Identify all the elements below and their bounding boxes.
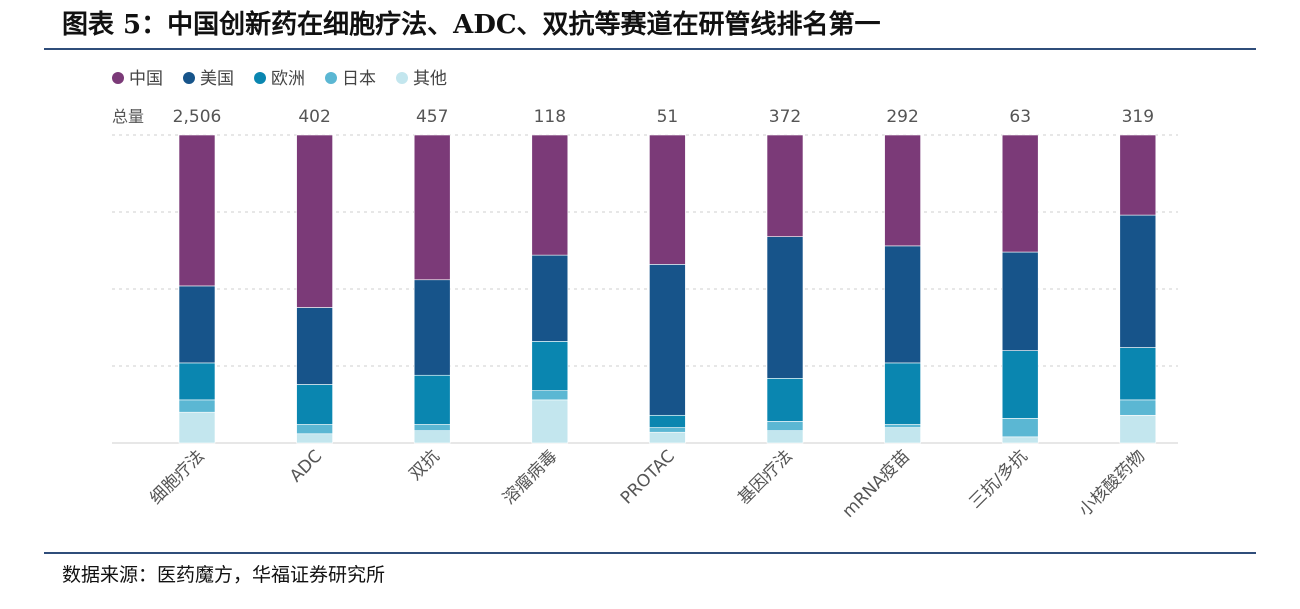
legend-swatch — [254, 72, 266, 84]
legend-label: 其他 — [413, 69, 447, 89]
bar-segment-美国 — [1119, 214, 1157, 348]
title-divider — [44, 48, 1256, 50]
bar-segment-日本 — [413, 424, 451, 431]
bar-segment-欧洲 — [1119, 347, 1157, 401]
legend-swatch — [396, 72, 408, 84]
total-value: 402 — [298, 107, 330, 127]
total-value: 319 — [1122, 107, 1154, 127]
bar-segment-日本 — [296, 424, 333, 435]
bar-segment-中国 — [884, 134, 921, 247]
bar-segment-中国 — [766, 134, 804, 237]
bar-segment-欧洲 — [884, 362, 921, 425]
bar-segment-中国 — [296, 134, 333, 308]
bar-segment-其他 — [413, 430, 451, 444]
bar-segment-欧洲 — [766, 378, 804, 422]
stacked-bar-chart: 中国 美国 欧洲 日本 其他 总量 2,506 402 457 118 51 372 292 63 31… — [112, 69, 1178, 522]
total-value: 372 — [769, 107, 801, 127]
bar-segment-日本 — [649, 427, 686, 433]
bar-segment-欧洲 — [531, 341, 569, 391]
legend-item-4: 其他 — [396, 69, 447, 89]
bar-segment-其他 — [1119, 414, 1157, 444]
category-label: 三抗/多抗 — [965, 446, 1031, 512]
category-label: 溶瘤病毒 — [499, 446, 561, 508]
gridlines — [112, 134, 1178, 444]
source-divider — [44, 552, 1256, 554]
bar-segment-美国 — [766, 236, 804, 379]
bar-segment-日本 — [1001, 418, 1039, 438]
bar-segment-日本 — [884, 424, 921, 428]
category-label: ADC — [286, 446, 326, 486]
bar-segment-欧洲 — [649, 414, 686, 428]
legend-label: 日本 — [342, 69, 376, 89]
bar-segment-美国 — [296, 307, 333, 385]
bar-segment-美国 — [884, 245, 921, 364]
total-value: 2,506 — [173, 107, 222, 127]
legend-item-3: 日本 — [325, 69, 376, 89]
bar-segment-美国 — [178, 285, 216, 364]
legend-swatch — [112, 72, 124, 84]
bar-segment-美国 — [1001, 251, 1039, 351]
legend-item-1: 美国 — [183, 69, 234, 89]
bar-segment-欧洲 — [1001, 350, 1039, 419]
bar-segment-日本 — [766, 421, 804, 431]
total-value: 51 — [657, 107, 679, 127]
bar-segment-其他 — [766, 430, 804, 444]
bar-segment-其他 — [1001, 436, 1039, 444]
category-label: 基因疗法 — [734, 446, 796, 508]
bar-segment-日本 — [178, 399, 216, 413]
category-label: 细胞疗法 — [146, 446, 208, 508]
bar-segment-中国 — [413, 134, 451, 281]
category-labels: 细胞疗法 ADC 双抗 溶瘤病毒 PROTAC 基因疗法 mRNA疫苗 三抗/多抗 小核酸药物 — [146, 446, 1149, 521]
bar-segment-欧洲 — [413, 374, 451, 425]
bar-segment-美国 — [649, 264, 686, 416]
bar-segment-日本 — [531, 390, 569, 401]
source-note: 数据来源：医药魔方，华福证券研究所 — [62, 564, 386, 586]
bar-segment-中国 — [1119, 134, 1157, 216]
total-value: 292 — [886, 107, 918, 127]
bar-segment-中国 — [531, 134, 569, 256]
legend-label: 欧洲 — [271, 69, 305, 89]
legend-label: 中国 — [129, 69, 163, 89]
legend-item-0: 中国 — [112, 69, 163, 89]
bar-segment-中国 — [1001, 134, 1039, 253]
total-label: 总量 — [112, 107, 144, 126]
bar-segment-其他 — [884, 427, 921, 444]
bars — [178, 134, 1157, 444]
category-label: PROTAC — [617, 446, 679, 508]
total-value: 118 — [534, 107, 566, 127]
bar-segment-其他 — [296, 433, 333, 444]
bar-segment-其他 — [178, 411, 216, 444]
bar-segment-美国 — [531, 254, 569, 342]
bar-segment-欧洲 — [178, 362, 216, 401]
legend-swatch — [325, 72, 337, 84]
total-value: 457 — [416, 107, 448, 127]
bar-segment-日本 — [1119, 399, 1157, 416]
legend-item-2: 欧洲 — [254, 69, 305, 89]
bar-segment-美国 — [413, 279, 451, 376]
total-value: 63 — [1009, 107, 1031, 127]
legend-swatch — [183, 72, 195, 84]
legend: 中国 美国 欧洲 日本 其他 — [112, 69, 447, 89]
chart-title: 图表 5：中国创新药在细胞疗法、ADC、双抗等赛道在研管线排名第一 — [62, 10, 881, 40]
total-values: 2,506 402 457 118 51 372 292 63 319 — [173, 107, 1154, 127]
legend-label: 美国 — [200, 69, 234, 89]
bar-segment-其他 — [531, 399, 569, 444]
bar-segment-欧洲 — [296, 384, 333, 425]
category-label: 双抗 — [406, 446, 444, 484]
bar-segment-中国 — [178, 134, 216, 287]
bar-segment-其他 — [649, 431, 686, 444]
category-label: mRNA疫苗 — [839, 446, 914, 521]
bar-segment-中国 — [649, 134, 686, 265]
category-label: 小核酸药物 — [1075, 446, 1149, 520]
